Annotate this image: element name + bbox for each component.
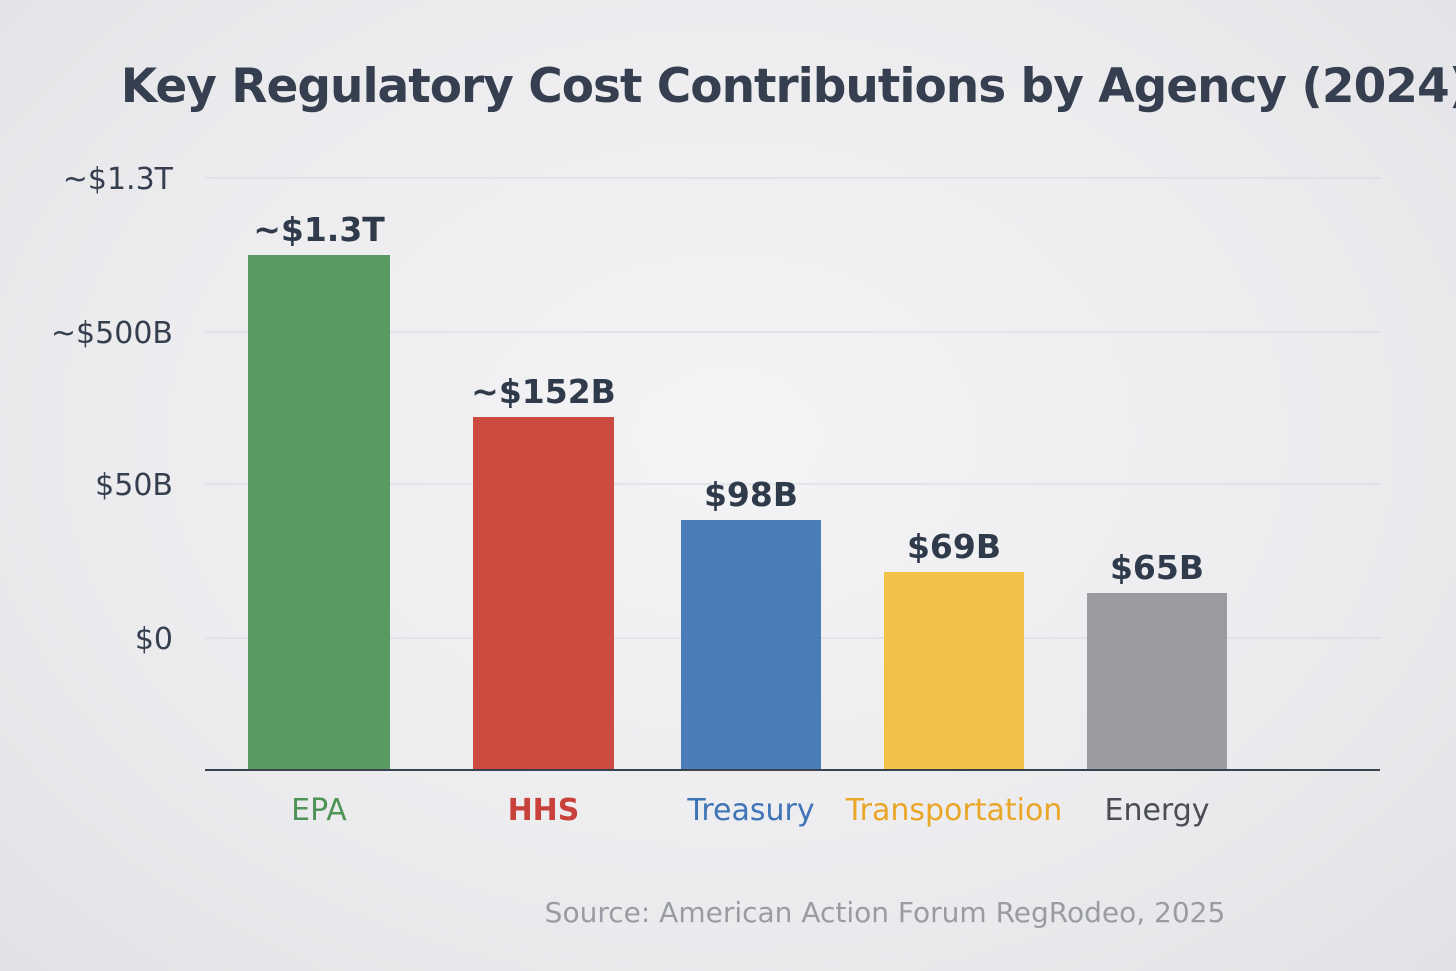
- y-tick-label: ~$500B: [51, 316, 173, 351]
- bar-epa: [248, 255, 390, 770]
- data-labels: ~$1.3T ~$152B $98B $69B $65B: [253, 210, 1204, 587]
- bar-transportation: [884, 572, 1024, 770]
- chart-title: Key Regulatory Cost Contributions by Age…: [121, 59, 1456, 114]
- bar-hhs: [473, 417, 614, 770]
- x-tick-label-treasury: Treasury: [686, 793, 814, 828]
- x-tick-label-hhs: HHS: [508, 793, 580, 828]
- data-label-energy: $65B: [1110, 548, 1204, 587]
- y-tick-label: ~$1.3T: [63, 162, 174, 197]
- x-tick-label-epa: EPA: [291, 793, 347, 828]
- y-tick-label: $0: [135, 622, 173, 657]
- x-tick-label-energy: Energy: [1104, 793, 1209, 828]
- bars: [248, 255, 1227, 770]
- y-axis: $0 $50B ~$500B ~$1.3T: [51, 162, 174, 657]
- bar-treasury: [681, 520, 821, 770]
- x-axis: EPA HHS Treasury Transportation Energy: [291, 793, 1209, 828]
- data-label-treasury: $98B: [704, 475, 798, 514]
- y-tick-label: $50B: [95, 468, 173, 503]
- data-label-hhs: ~$152B: [471, 372, 616, 411]
- source-note: Source: American Action Forum RegRodeo, …: [545, 896, 1226, 929]
- bar-energy: [1087, 593, 1227, 770]
- data-label-epa: ~$1.3T: [253, 210, 385, 249]
- data-label-transportation: $69B: [907, 527, 1001, 566]
- x-tick-label-transportation: Transportation: [845, 793, 1063, 828]
